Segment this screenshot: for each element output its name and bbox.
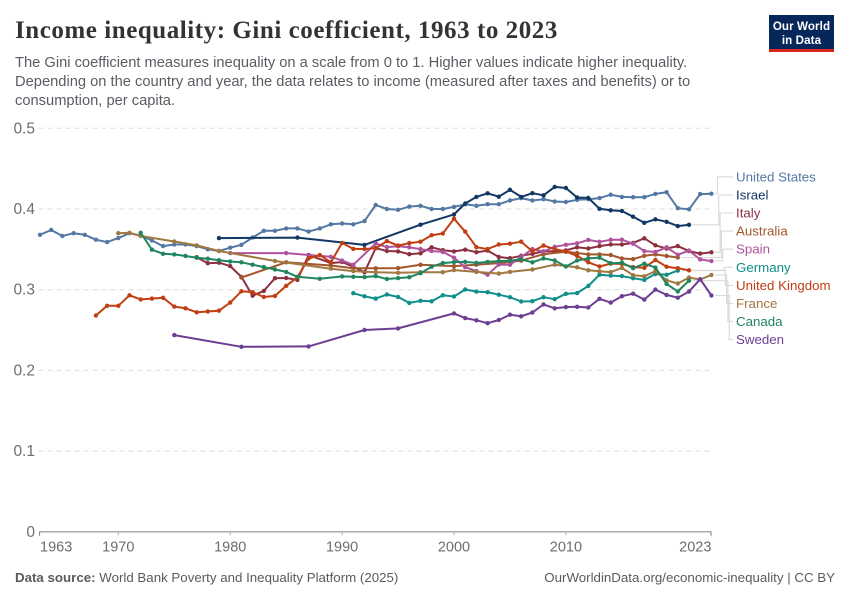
svg-text:1970: 1970 <box>102 540 134 556</box>
svg-text:Israel: Israel <box>736 187 769 202</box>
svg-text:0: 0 <box>26 524 35 541</box>
svg-text:2023: 2023 <box>679 540 711 556</box>
svg-text:Australia: Australia <box>736 224 788 239</box>
svg-text:0.3: 0.3 <box>13 282 35 299</box>
svg-text:Sweden: Sweden <box>736 332 784 347</box>
svg-text:2010: 2010 <box>550 540 582 556</box>
svg-text:1980: 1980 <box>214 540 246 556</box>
svg-text:Canada: Canada <box>736 314 783 329</box>
svg-text:France: France <box>736 296 777 311</box>
svg-text:1990: 1990 <box>326 540 358 556</box>
svg-text:0.4: 0.4 <box>13 201 35 218</box>
svg-text:0.1: 0.1 <box>13 443 35 460</box>
svg-text:1963: 1963 <box>40 540 72 556</box>
svg-text:Spain: Spain <box>736 242 770 257</box>
svg-text:Germany: Germany <box>736 260 791 275</box>
svg-text:United Kingdom: United Kingdom <box>736 278 831 293</box>
svg-text:United States: United States <box>736 169 816 184</box>
svg-text:2000: 2000 <box>438 540 470 556</box>
svg-text:0.5: 0.5 <box>13 120 35 137</box>
svg-text:Italy: Italy <box>736 206 761 221</box>
svg-text:0.2: 0.2 <box>13 362 35 379</box>
